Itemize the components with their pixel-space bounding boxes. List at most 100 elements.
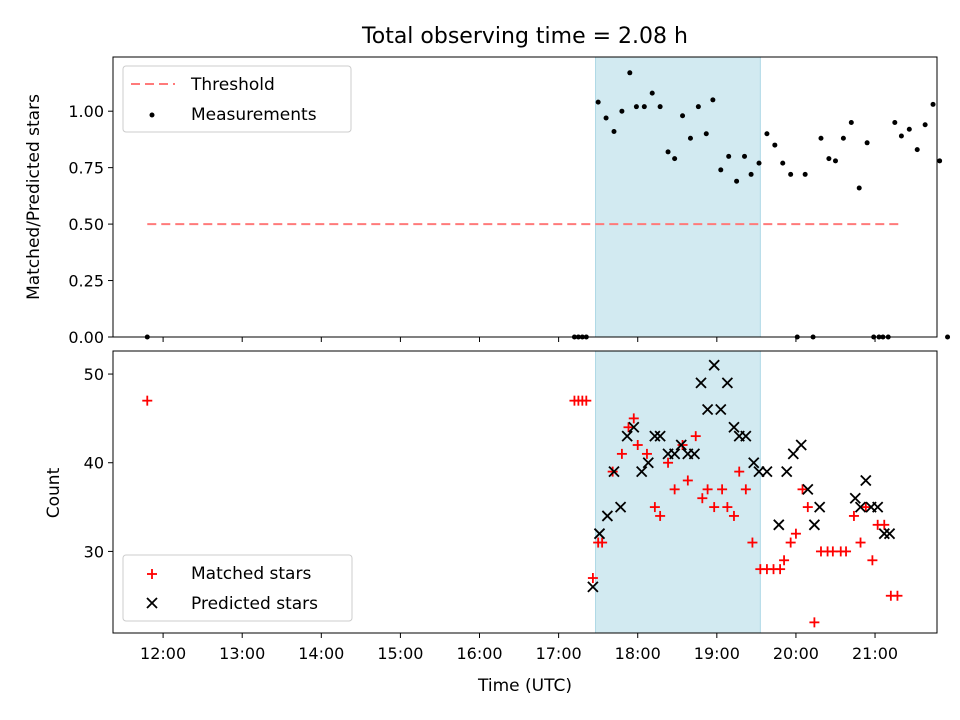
measurement-point xyxy=(603,115,609,121)
matched-stars-point xyxy=(802,502,813,513)
measurement-point xyxy=(687,135,693,141)
measurement-point xyxy=(726,153,732,159)
matched-stars-point xyxy=(623,422,634,433)
measurement-point xyxy=(657,104,663,110)
predicted-stars-point xyxy=(808,519,821,531)
x-tick-label: 21:00 xyxy=(852,644,898,663)
measurement-point xyxy=(840,135,846,141)
measurement-point xyxy=(898,133,904,139)
measurement-point xyxy=(695,104,701,110)
bottom-legend-box xyxy=(122,554,353,622)
matched-stars-point xyxy=(628,413,639,424)
measurement-point xyxy=(595,99,601,105)
predicted-stars-point xyxy=(860,474,872,487)
x-tick-label: 12:00 xyxy=(140,644,186,663)
measurement-point xyxy=(649,90,655,96)
matched-stars-point xyxy=(728,510,739,521)
matched-stars-point xyxy=(785,537,796,548)
count-panel: 30 40 50 12:00 13:00 14:00 15:00 16:00 17:00 18:0… xyxy=(84,350,938,663)
measurement-point xyxy=(914,147,920,153)
matched-stars-point xyxy=(142,395,153,406)
matched-stars-point xyxy=(682,475,693,486)
matched-stars-point xyxy=(848,510,859,521)
x-tick-label: 16:00 xyxy=(456,644,502,663)
matched-stars-point xyxy=(740,484,751,495)
top-plot-frame xyxy=(112,56,938,338)
x-tick-label: 13:00 xyxy=(219,644,265,663)
measurement-point xyxy=(641,104,647,110)
measurement-point xyxy=(665,149,671,155)
top-y-tick-label: 0.00 xyxy=(68,328,104,347)
predicted-stars-point xyxy=(608,465,620,478)
matched-stars-point xyxy=(697,493,708,504)
predicted-stars-point xyxy=(642,457,654,469)
measurement-point xyxy=(748,171,754,177)
matched-stars-point xyxy=(775,564,786,575)
predicted-stars-point xyxy=(773,519,785,531)
measurement-point xyxy=(848,119,854,125)
predicted-stars-point xyxy=(715,403,727,416)
predicted-stars-point xyxy=(878,528,890,540)
matched-stars-point xyxy=(655,510,666,521)
matched-stars-point xyxy=(717,484,728,495)
matched-stars-point xyxy=(747,537,758,548)
measurement-point xyxy=(906,126,912,132)
predicted-stars-point xyxy=(849,492,861,504)
predicted-stars-point xyxy=(787,448,799,460)
measurement-point xyxy=(832,158,838,164)
measurement-point xyxy=(764,131,770,137)
predicted-stars-point xyxy=(601,510,614,522)
ratio-panel: 0.00 0.25 0.50 0.75 1.00 xyxy=(68,56,951,347)
measurement-point xyxy=(756,160,762,166)
predicted-stars-legend-swatch xyxy=(146,597,158,609)
measurement-point xyxy=(619,108,625,114)
top-plot-title: Total observing time = 2.08 h xyxy=(361,24,688,49)
measurement-point xyxy=(945,334,951,340)
measurements-legend-label: Measurements xyxy=(191,105,317,125)
predicted-stars-point xyxy=(721,377,734,389)
top-y-tick-label: 0.75 xyxy=(68,159,104,178)
matched-stars-legend-label: Matched stars xyxy=(191,564,311,584)
predicted-stars-point xyxy=(740,430,752,442)
bottom-y-tick-label: 40 xyxy=(84,454,104,473)
measurement-point xyxy=(734,178,740,184)
predicted-stars-point xyxy=(688,448,701,460)
measurement-point xyxy=(856,185,862,191)
matched-stars-point xyxy=(616,448,627,459)
predicted-stars-point xyxy=(883,528,896,540)
matched-stars-point xyxy=(581,395,592,406)
matched-stars-point xyxy=(722,502,733,513)
predicted-stars-point xyxy=(728,421,740,433)
matched-stars-point xyxy=(641,448,652,459)
matched-stars-point xyxy=(855,537,866,548)
predicted-stars-point xyxy=(781,465,793,478)
measurement-point xyxy=(922,122,928,128)
matched-stars-point xyxy=(587,573,598,584)
bottom-legend: Matched stars Predicted stars xyxy=(122,554,353,622)
predicted-stars-point xyxy=(628,421,640,433)
threshold-legend-label: Threshold xyxy=(190,75,275,95)
bottom-y-tick-label: 50 xyxy=(84,365,104,384)
predicted-stars-point xyxy=(854,501,867,513)
top-legend: Threshold Measurements xyxy=(122,65,352,133)
predicted-stars-point xyxy=(814,501,826,513)
predicted-stars-point xyxy=(587,581,599,593)
x-tick-label: 18:00 xyxy=(615,644,661,663)
measurement-point xyxy=(703,131,709,137)
measurement-point xyxy=(680,113,686,119)
top-legend-box xyxy=(122,65,352,133)
matched-stars-point xyxy=(709,502,720,513)
matched-stars-point xyxy=(669,484,680,495)
matched-stars-point xyxy=(677,440,688,450)
matched-stars-point xyxy=(734,466,745,477)
measurement-point xyxy=(772,142,778,148)
matched-stars-point xyxy=(860,502,871,513)
top-y-tick-label: 0.25 xyxy=(68,272,104,291)
predicted-stars-point xyxy=(654,430,666,442)
measurement-point xyxy=(627,70,633,76)
predicted-stars-point xyxy=(636,465,648,478)
predicted-stars-point xyxy=(669,448,681,460)
matched-stars-point xyxy=(663,457,674,468)
measurements-legend-swatch xyxy=(149,112,155,118)
